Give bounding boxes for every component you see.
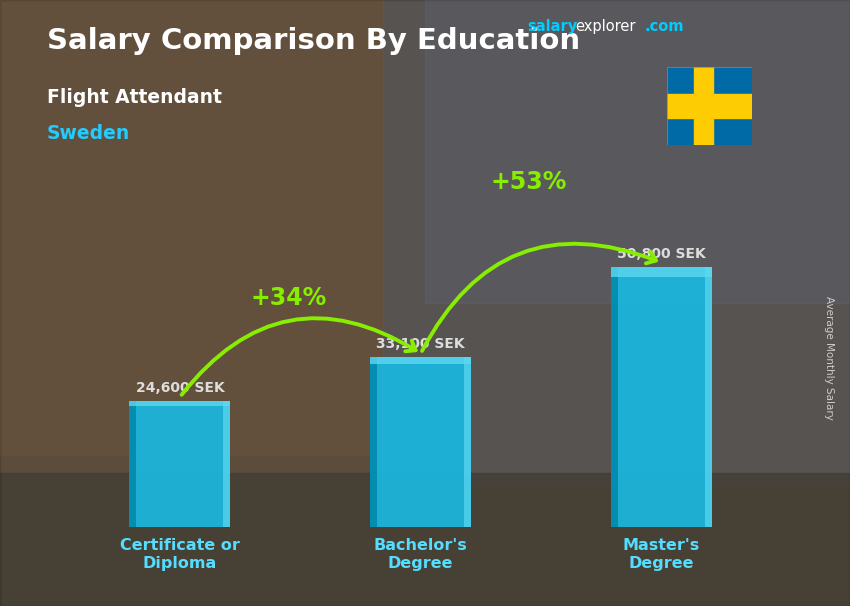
Text: 24,600 SEK: 24,600 SEK <box>135 381 224 395</box>
Bar <box>611 267 712 277</box>
Bar <box>370 358 471 527</box>
Text: explorer: explorer <box>575 19 636 35</box>
Bar <box>0 473 850 606</box>
Text: Flight Attendant: Flight Attendant <box>47 88 222 107</box>
Bar <box>129 401 230 527</box>
Bar <box>667 94 752 118</box>
Bar <box>694 67 713 145</box>
Bar <box>464 358 471 527</box>
Bar <box>425 0 850 303</box>
Text: Average Monthly Salary: Average Monthly Salary <box>824 296 834 419</box>
Bar <box>224 401 230 527</box>
Bar <box>611 267 712 527</box>
Text: 33,100 SEK: 33,100 SEK <box>377 338 465 351</box>
Bar <box>611 267 618 527</box>
Bar <box>706 267 712 527</box>
Text: Sweden: Sweden <box>47 124 130 143</box>
Bar <box>0 0 382 454</box>
Bar <box>370 358 377 527</box>
Text: +34%: +34% <box>250 286 326 310</box>
Bar <box>370 358 471 364</box>
Text: 50,800 SEK: 50,800 SEK <box>617 247 706 261</box>
Text: .com: .com <box>644 19 683 35</box>
Bar <box>382 0 850 485</box>
Text: +53%: +53% <box>491 170 567 194</box>
Text: salary: salary <box>527 19 577 35</box>
Text: Salary Comparison By Education: Salary Comparison By Education <box>47 27 580 55</box>
Bar <box>129 401 136 527</box>
Bar <box>129 401 230 406</box>
